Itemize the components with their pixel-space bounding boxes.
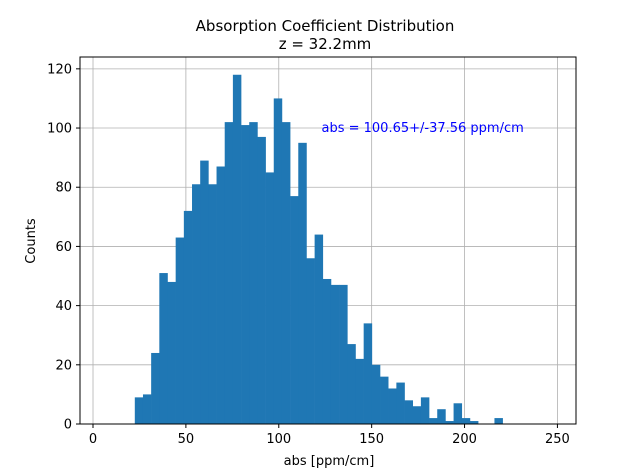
histogram-bar <box>167 281 176 424</box>
histogram-bar <box>208 184 217 424</box>
ticks: 0 50 100 150 200 250 0 20 40 60 80 100 120 <box>47 62 570 447</box>
histogram-bar <box>420 397 430 424</box>
x-tick-label: 250 <box>545 432 570 447</box>
histogram-bar <box>453 403 463 424</box>
bars <box>134 74 503 425</box>
histogram-bar <box>159 273 168 424</box>
histogram-bar <box>265 172 275 424</box>
histogram-bar <box>216 166 226 425</box>
histogram-bar <box>347 344 356 424</box>
y-tick-label: 0 <box>64 418 72 433</box>
histogram-bar <box>380 376 389 424</box>
histogram-bar <box>371 364 381 424</box>
y-tick-label: 60 <box>55 240 72 255</box>
histogram-bar <box>355 358 364 424</box>
histogram-bar <box>192 184 201 424</box>
histogram-bar <box>437 409 446 424</box>
histogram-bar <box>404 400 414 424</box>
chart-title: Absorption Coefficient Distribution <box>196 17 455 35</box>
histogram-bar <box>461 418 471 424</box>
histogram-bar <box>322 278 332 424</box>
histogram-bar <box>200 160 209 424</box>
histogram-bar <box>273 98 283 424</box>
histogram-bar <box>241 125 250 425</box>
histogram-bar <box>412 406 422 424</box>
y-tick-label: 80 <box>55 181 72 196</box>
histogram-bar <box>224 122 234 424</box>
histogram-bar <box>175 237 185 424</box>
histogram-bar <box>339 284 348 424</box>
histogram-bar <box>429 418 438 424</box>
plot-frame <box>79 56 577 425</box>
x-tick-label: 0 <box>89 432 97 447</box>
x-tick-label: 50 <box>178 432 195 447</box>
histogram-bar <box>306 258 315 424</box>
histogram-bar <box>257 136 266 424</box>
histogram-bar <box>134 397 144 424</box>
chart-subtitle: z = 32.2mm <box>279 35 372 53</box>
histogram-bar <box>314 234 324 424</box>
x-tick-label: 100 <box>266 432 291 447</box>
x-axis-label: abs [ppm/cm] <box>284 454 375 469</box>
x-tick-label: 200 <box>452 432 477 447</box>
histogram-bar <box>249 122 258 424</box>
y-tick-label: 100 <box>47 122 72 137</box>
y-axis-label: Counts <box>24 218 39 264</box>
histogram-bar <box>290 196 299 424</box>
annotation: abs = 100.65+/-37.56 ppm/cm <box>321 121 523 136</box>
histogram-bar <box>151 352 160 424</box>
histogram-bar <box>232 74 242 425</box>
histogram-bar <box>445 421 454 424</box>
histogram-bar <box>281 122 291 424</box>
histogram-bar <box>469 421 479 424</box>
histogram-bar <box>142 394 152 424</box>
y-tick-label: 40 <box>55 299 72 314</box>
y-tick-label: 120 <box>47 62 72 77</box>
histogram-bar <box>298 142 307 425</box>
histogram-bar <box>396 382 405 424</box>
histogram-bar <box>388 388 397 424</box>
histogram-bar <box>363 323 373 424</box>
axes <box>79 56 577 425</box>
histogram-bar <box>494 418 503 424</box>
histogram-bar <box>330 284 340 424</box>
y-tick-label: 20 <box>55 358 72 373</box>
x-tick-label: 150 <box>359 432 384 447</box>
histogram-bar <box>183 210 193 424</box>
